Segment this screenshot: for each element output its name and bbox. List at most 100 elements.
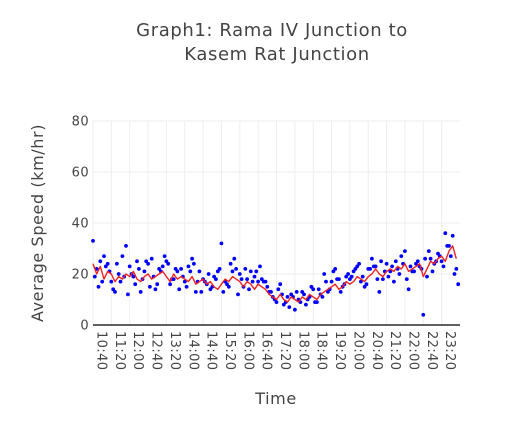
data-point xyxy=(105,261,110,266)
data-point xyxy=(193,290,198,294)
data-point xyxy=(329,279,334,284)
data-point xyxy=(371,264,376,269)
data-point xyxy=(287,305,292,309)
data-point xyxy=(149,256,154,261)
scatter-points xyxy=(91,231,461,317)
data-point xyxy=(186,264,191,269)
data-point xyxy=(456,282,461,287)
speed-trend-line xyxy=(92,245,457,303)
data-point xyxy=(408,264,413,269)
data-point xyxy=(393,259,398,264)
data-point xyxy=(448,254,453,258)
x-tick-label: 20:00 xyxy=(350,331,365,370)
data-point xyxy=(370,256,374,261)
data-point xyxy=(190,256,195,261)
data-point xyxy=(173,267,178,271)
data-point xyxy=(144,259,149,264)
x-tick-label: 22:40 xyxy=(424,331,439,370)
data-point xyxy=(377,290,382,294)
data-point xyxy=(388,269,393,274)
x-tick-label: 17:20 xyxy=(277,331,292,370)
data-point xyxy=(269,290,273,294)
data-point xyxy=(182,279,187,284)
x-tick-labels: 10:40 11:20 12:00 12:40 13:20 14:00 14:40 15:20… xyxy=(94,331,458,370)
data-point xyxy=(404,277,409,281)
x-tick-label: 10:40 xyxy=(94,331,109,370)
chart-title: Graph1: Rama IV Junction to Kasem Rat Ju… xyxy=(136,20,408,65)
data-point xyxy=(184,284,189,289)
data-point xyxy=(375,277,380,281)
data-point xyxy=(443,231,448,236)
data-point xyxy=(322,272,327,276)
data-point xyxy=(278,282,283,287)
data-point xyxy=(221,290,226,294)
data-point xyxy=(379,259,383,264)
data-point xyxy=(168,282,173,287)
x-tick-label: 16:40 xyxy=(259,331,274,370)
y-tick-label: 0 xyxy=(80,319,89,334)
x-tick-label: 21:20 xyxy=(387,331,402,370)
data-point xyxy=(304,302,308,307)
data-point xyxy=(428,256,433,261)
data-point xyxy=(237,272,242,276)
data-point xyxy=(338,290,343,294)
data-point xyxy=(335,277,339,281)
chart-title-line-1: Graph1: Rama IV Junction to xyxy=(136,20,408,41)
data-point xyxy=(412,269,416,274)
data-point xyxy=(360,274,365,279)
data-point xyxy=(256,279,260,284)
data-point xyxy=(197,269,202,274)
data-point xyxy=(142,269,147,274)
data-point xyxy=(320,295,325,299)
data-point xyxy=(368,267,372,271)
data-point xyxy=(441,264,446,269)
data-point xyxy=(285,295,290,299)
data-point xyxy=(236,292,240,297)
data-point xyxy=(135,259,139,264)
y-tick-label: 40 xyxy=(72,217,89,232)
data-point xyxy=(254,269,259,274)
y-tick-label: 80 xyxy=(72,115,89,130)
data-point xyxy=(346,272,350,276)
data-point xyxy=(450,233,455,238)
x-tick-label: 18:00 xyxy=(295,331,310,370)
data-point xyxy=(397,272,402,276)
data-point xyxy=(138,290,143,294)
data-point xyxy=(111,287,116,292)
data-point xyxy=(118,279,123,284)
data-point xyxy=(390,264,394,269)
data-point xyxy=(430,269,435,274)
data-point xyxy=(177,287,182,292)
data-point xyxy=(313,300,317,304)
data-point xyxy=(155,282,160,287)
x-tick-label: 18:40 xyxy=(314,331,329,370)
data-point xyxy=(399,254,404,258)
data-point xyxy=(439,259,444,264)
y-axis-title: Average Speed (km/hr) xyxy=(28,124,47,322)
y-tick-labels: 0 20 40 60 80 xyxy=(72,115,89,334)
data-point xyxy=(316,287,321,292)
data-point xyxy=(133,282,138,287)
data-point xyxy=(126,292,130,297)
data-point xyxy=(230,269,235,274)
data-point xyxy=(403,249,407,254)
data-point xyxy=(445,244,450,248)
data-point xyxy=(199,290,204,294)
data-point xyxy=(116,272,121,276)
x-tick-label: 13:20 xyxy=(167,331,182,370)
data-point xyxy=(384,261,389,266)
data-point xyxy=(91,239,95,243)
x-tick-label: 15:20 xyxy=(222,331,237,370)
data-point xyxy=(415,259,420,264)
data-point xyxy=(454,267,459,271)
data-point xyxy=(344,274,349,279)
data-point xyxy=(232,256,237,261)
data-point xyxy=(239,277,244,281)
x-tick-label: 12:00 xyxy=(130,331,145,370)
data-point xyxy=(96,284,101,289)
x-tick-label: 14:40 xyxy=(204,331,219,370)
data-point xyxy=(452,272,457,276)
data-point xyxy=(217,267,222,271)
data-point xyxy=(425,274,429,279)
data-point xyxy=(102,254,106,258)
